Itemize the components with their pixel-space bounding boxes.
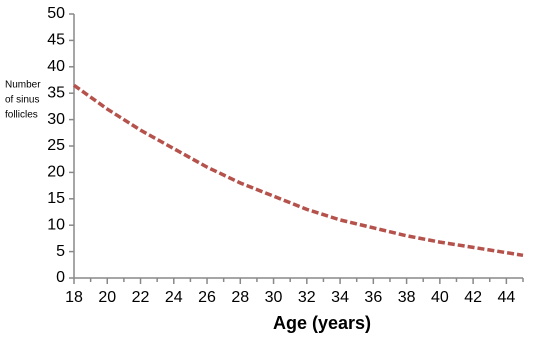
x-tick-label: 22 (132, 289, 150, 306)
x-tick-label: 42 (464, 289, 482, 306)
x-tick-label: 26 (198, 289, 216, 306)
y-tick-label: 20 (47, 164, 65, 181)
y-tick-label: 15 (47, 190, 65, 207)
y-tick-label: 45 (47, 32, 65, 49)
y-tick-label: 0 (56, 269, 65, 286)
y-tick-label: 40 (47, 58, 65, 75)
data-line (72, 83, 524, 258)
y-axis-label: of sinus (5, 95, 39, 106)
x-tick-label: 28 (231, 289, 249, 306)
x-axis-label: Age (years) (273, 313, 371, 333)
x-tick-label: 38 (398, 289, 416, 306)
x-tick-label: 40 (431, 289, 449, 306)
y-tick-label: 10 (47, 216, 65, 233)
y-tick-label: 35 (47, 84, 65, 101)
x-tick-label: 30 (265, 289, 283, 306)
y-axis-label: follicles (5, 110, 38, 121)
x-tick-label: 24 (165, 289, 183, 306)
x-tick-label: 18 (65, 289, 83, 306)
x-tick-label: 34 (331, 289, 349, 306)
y-tick-label: 50 (47, 5, 65, 22)
x-tick-label: 32 (298, 289, 316, 306)
x-tick-label: 36 (364, 289, 382, 306)
y-tick-label: 25 (47, 137, 65, 154)
y-axis-label: Number (5, 80, 41, 91)
x-tick-label: 44 (497, 289, 515, 306)
x-tick-label: 20 (98, 289, 116, 306)
y-tick-label: 5 (56, 243, 65, 260)
y-tick-label: 30 (47, 111, 65, 128)
